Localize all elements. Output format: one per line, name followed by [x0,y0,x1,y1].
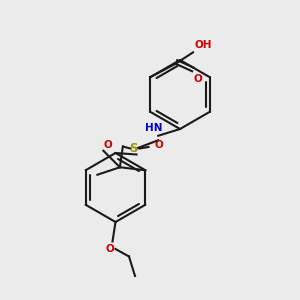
Text: O: O [154,140,163,151]
Text: OH: OH [194,40,212,50]
Text: O: O [104,140,112,151]
Text: S: S [129,142,137,155]
Text: O: O [105,244,114,254]
Text: HN: HN [145,123,162,133]
Text: O: O [194,74,202,84]
